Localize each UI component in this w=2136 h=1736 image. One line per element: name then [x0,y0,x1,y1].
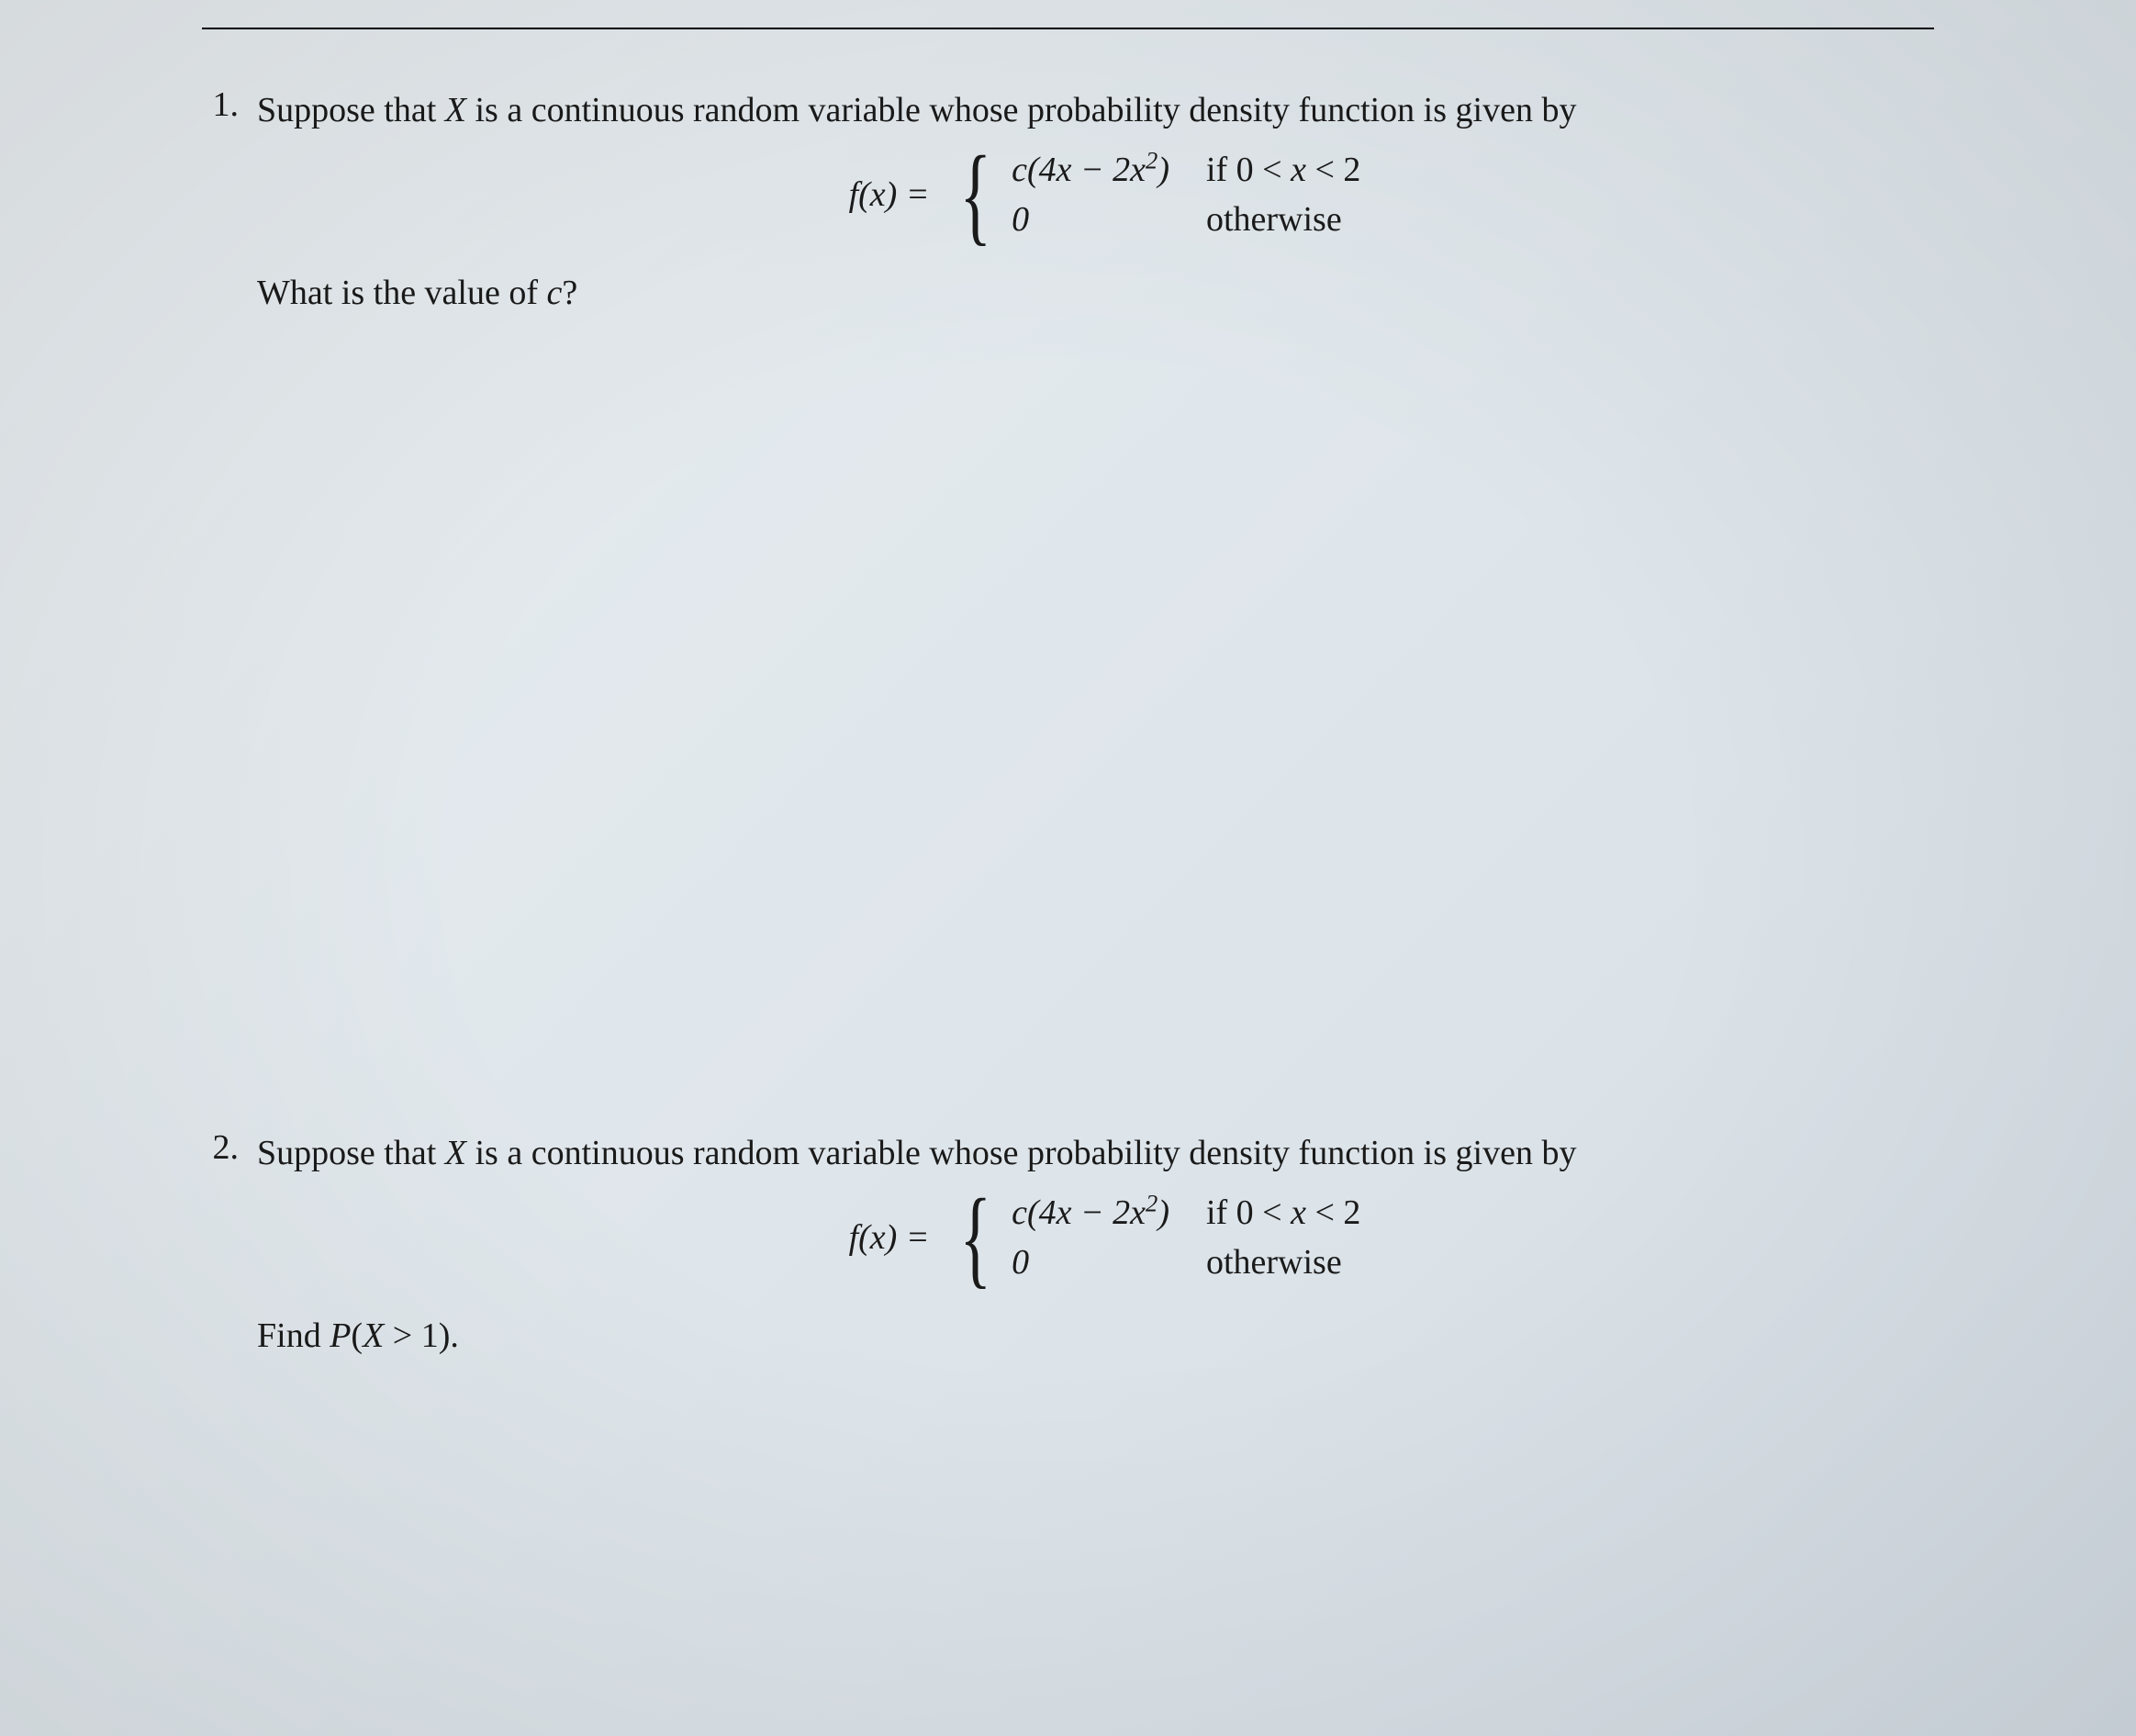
problem-number: 1. [184,84,239,125]
question-prefix: Find [257,1316,330,1355]
lhs-arg: x [870,175,886,214]
cond-lt2: < 2 [1306,151,1360,189]
cond-if: if 0 < [1206,1193,1291,1232]
question-P: P [330,1316,351,1355]
case2-expression: 0 [1012,199,1169,240]
case2-condition: otherwise [1206,1242,1360,1282]
case1-minus: − 2 [1071,151,1130,189]
case1-condition: if 0 < x < 2 [1206,150,1360,190]
question-open: ( [351,1316,363,1355]
left-brace: { [960,1193,992,1282]
question-prefix: What is the value of [257,274,547,312]
lhs-f: f [849,175,859,214]
question-suffix: . [450,1316,459,1355]
problem-statement: Suppose that X is a continuous random va… [257,1127,1952,1180]
equation-piecewise: f(x) = { c(4x − 2x2) if 0 < x < 2 0 othe… [257,1193,1952,1282]
case1-close: ) [1157,1193,1169,1232]
problem-question: Find P(X > 1). [257,1310,1952,1362]
case2-condition: otherwise [1206,199,1360,240]
question-var: c [547,274,563,312]
case1-open: (4 [1027,1193,1057,1232]
equation-lhs: f(x) = [849,1217,930,1258]
case2-expression: 0 [1012,1242,1169,1282]
case1-open: (4 [1027,151,1057,189]
equals-sign: = [897,1218,929,1257]
problem-2: 2. Suppose that X is a continuous random… [184,1127,1952,1362]
left-brace: { [960,151,992,239]
statement-suffix: is a continuous random variable whose pr… [466,1134,1576,1172]
variable-x: X [445,91,466,129]
case1-x2: x [1130,151,1146,189]
lhs-arg: x [870,1218,886,1257]
case1-exp: 2 [1146,146,1157,174]
case1-x1: x [1057,151,1072,189]
case1-expression: c(4x − 2x2) [1012,150,1169,190]
cond-if: if 0 < [1206,151,1291,189]
document-page: 1. Suppose that X is a continuous random… [0,0,2136,1509]
case1-c: c [1012,1193,1027,1232]
statement-prefix: Suppose that [257,1134,445,1172]
case1-c: c [1012,151,1027,189]
equation-lhs: f(x) = [849,174,930,215]
cond-x: x [1291,151,1306,189]
case1-x2: x [1130,1193,1146,1232]
equals-sign: = [897,175,929,214]
case1-expression: c(4x − 2x2) [1012,1193,1169,1233]
equation-cases: c(4x − 2x2) if 0 < x < 2 0 otherwise [1012,150,1360,240]
statement-prefix: Suppose that [257,91,445,129]
case1-condition: if 0 < x < 2 [1206,1193,1360,1233]
variable-x: X [445,1134,466,1172]
case1-x1: x [1057,1193,1072,1232]
problem-statement: Suppose that X is a continuous random va… [257,84,1952,137]
question-gt: > 1) [384,1316,450,1355]
problem-number: 2. [184,1127,239,1168]
equation-piecewise: f(x) = { c(4x − 2x2) if 0 < x < 2 0 othe… [257,150,1952,240]
problem-question: What is the value of c? [257,267,1952,319]
question-suffix: ? [562,274,577,312]
problem-content: Suppose that X is a continuous random va… [257,84,1952,319]
case1-minus: − 2 [1071,1193,1130,1232]
cond-lt2: < 2 [1306,1193,1360,1232]
horizontal-rule [202,28,1934,29]
statement-suffix: is a continuous random variable whose pr… [466,91,1576,129]
case1-close: ) [1157,151,1169,189]
equation-cases: c(4x − 2x2) if 0 < x < 2 0 otherwise [1012,1193,1360,1282]
case1-exp: 2 [1146,1189,1157,1216]
question-X: X [363,1316,384,1355]
problem-1: 1. Suppose that X is a continuous random… [184,84,1952,319]
cond-x: x [1291,1193,1306,1232]
problem-content: Suppose that X is a continuous random va… [257,1127,1952,1362]
lhs-f: f [849,1218,859,1257]
